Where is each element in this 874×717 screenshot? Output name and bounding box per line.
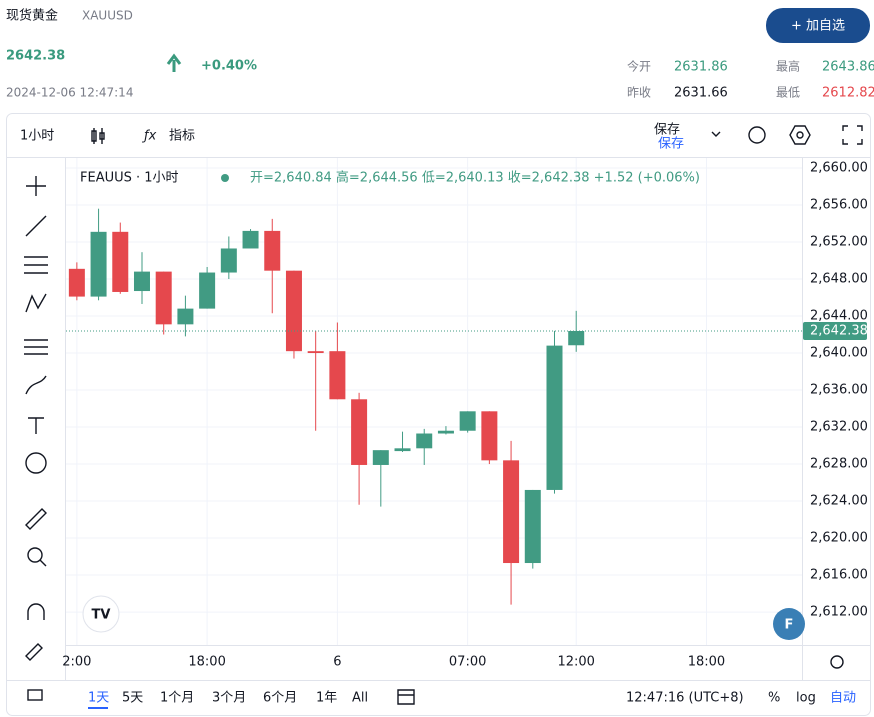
fullscreen-icon[interactable]: [842, 125, 863, 145]
stat-label: 最高: [776, 59, 800, 74]
y-tick-label: 2,644.00: [810, 309, 868, 324]
candle-body: [112, 231, 129, 292]
candle-body: [90, 231, 107, 297]
indicators[interactable]: 指标: [169, 129, 195, 144]
timestamp: 2024-12-06 12:47:14: [6, 86, 133, 100]
ohlc-legend: 开=2,640.84 高=2,644.56 低=2,640.13 收=2,642…: [250, 170, 700, 186]
stat-label: 昨收: [627, 86, 651, 100]
price: 2642.38: [6, 49, 65, 64]
tv-logo-text[interactable]: TV: [92, 608, 111, 623]
x-tick-label: 07:00: [449, 655, 486, 670]
date-range-icon[interactable]: [397, 689, 415, 705]
chart-title: FEAUUS · 1小时: [80, 171, 179, 186]
range-button[interactable]: 6个月: [263, 691, 297, 706]
change: +0.40%: [201, 59, 257, 74]
stat-label: 最低: [776, 86, 800, 100]
stat-label: 今开: [627, 59, 651, 74]
watch-button[interactable]: [766, 8, 870, 43]
save[interactable]: 保存: [654, 123, 680, 138]
candle-body: [68, 268, 85, 297]
candle-body: [372, 450, 389, 465]
candle-body: [524, 489, 541, 564]
candle-body: [416, 433, 433, 449]
candle-body: [285, 270, 302, 352]
candle-body: [155, 271, 172, 325]
range-button[interactable]: 5天: [122, 691, 143, 706]
y-tick-label: 2,616.00: [810, 568, 868, 583]
y-tick-label: 2,640.00: [810, 346, 868, 361]
candle-body: [307, 351, 324, 354]
y-tick-label: 2,656.00: [810, 197, 868, 212]
stat-value: 2612.82: [822, 86, 874, 101]
candle-body: [394, 448, 411, 452]
f-badge-text[interactable]: F: [785, 618, 794, 633]
range-button[interactable]: 3个月: [212, 691, 246, 706]
asset-symbol: XAUUSD: [82, 9, 133, 23]
candle-body: [568, 331, 585, 346]
watch-button-label[interactable]: + 加自选: [791, 19, 845, 34]
interval[interactable]: 1小时: [20, 129, 54, 144]
fx-icon[interactable]: ƒx: [141, 129, 157, 144]
widget-frame: [6, 113, 871, 716]
asset-name: 现货黄金: [6, 8, 58, 24]
y-tick-label: 2,624.00: [810, 494, 868, 509]
percent-toggle[interactable]: %: [768, 691, 780, 706]
dropdown[interactable]: [711, 131, 721, 137]
alert-icon[interactable]: [748, 126, 766, 144]
y-tick-label: 2,648.00: [810, 272, 868, 287]
settings-icon[interactable]: [796, 131, 804, 139]
candle-body: [503, 460, 520, 564]
candle-body: [481, 411, 498, 461]
range-button[interactable]: 1年: [316, 691, 337, 706]
y-tick-label: 2,620.00: [810, 531, 868, 546]
last-price-label: 2,642.38: [810, 324, 868, 339]
settings-icon[interactable]: [789, 125, 811, 145]
range-button[interactable]: All: [352, 691, 368, 706]
candle-body: [220, 248, 237, 273]
x-tick-label: 18:00: [188, 655, 225, 670]
axis-settings[interactable]: [830, 655, 844, 669]
clock: 12:47:16 (UTC+8): [626, 691, 744, 706]
x-tick-label: 6: [333, 655, 341, 670]
candle-body: [264, 230, 281, 271]
candle-body: [351, 399, 368, 465]
candle-body: [133, 271, 150, 292]
candle-body: [177, 308, 194, 325]
x-tick-label: 2:00: [62, 655, 91, 670]
x-tick-label: 12:00: [557, 655, 594, 670]
candle-body: [546, 345, 563, 490]
y-tick-label: 2,632.00: [810, 420, 868, 435]
candle-body: [329, 351, 346, 400]
stat-value: 2631.66: [674, 86, 728, 101]
range-button[interactable]: 1天: [88, 691, 109, 706]
up-arrow: [166, 53, 182, 72]
chart-type-icon[interactable]: [91, 128, 105, 144]
last-price-tag: [803, 322, 867, 341]
save-sub[interactable]: 保存: [658, 137, 684, 152]
candle-body: [459, 411, 476, 431]
drawing-tools[interactable]: [24, 176, 48, 701]
y-tick-label: 2,628.00: [810, 457, 868, 472]
candle-body: [242, 230, 259, 249]
range-button[interactable]: 1个月: [160, 691, 194, 706]
y-tick-label: 2,660.00: [810, 160, 868, 175]
candle-body: [437, 430, 454, 434]
x-tick-label: 18:00: [688, 655, 725, 670]
y-tick-label: 2,652.00: [810, 235, 868, 250]
f-badge[interactable]: [773, 608, 805, 640]
stat-value: 2631.86: [674, 60, 728, 75]
candle-body: [199, 272, 216, 309]
tv-logo[interactable]: [82, 595, 120, 633]
y-tick-label: 2,612.00: [810, 605, 868, 620]
auto-toggle[interactable]: 自动: [830, 691, 856, 706]
status-dot: [221, 174, 229, 182]
y-tick-label: 2,636.00: [810, 383, 868, 398]
stat-value: 2643.86: [822, 60, 874, 75]
log-toggle[interactable]: log: [796, 691, 816, 706]
